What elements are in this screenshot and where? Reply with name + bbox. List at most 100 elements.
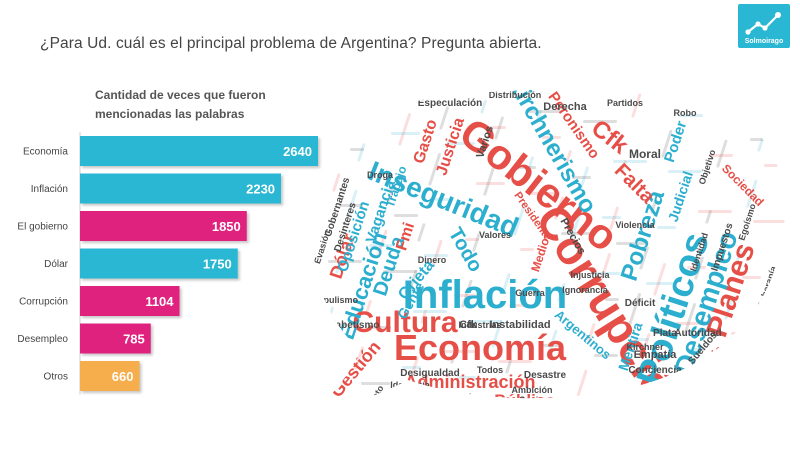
cloud-word: Valores bbox=[479, 230, 511, 240]
cloud-filler bbox=[757, 133, 766, 152]
cloud-word: Economía bbox=[394, 327, 567, 368]
value-label: 1750 bbox=[203, 257, 232, 272]
bar-chart: Economía 2640 Inflación 2230 El gobierno 1850… bbox=[17, 132, 318, 395]
cloud-filler bbox=[420, 310, 427, 324]
cloud-filler bbox=[413, 310, 447, 313]
cloud-filler bbox=[357, 143, 366, 162]
bar-3 bbox=[80, 248, 238, 279]
cloud-filler bbox=[365, 300, 372, 314]
category-label: Corrupción bbox=[19, 297, 68, 308]
cloud-filler bbox=[480, 100, 487, 114]
cloud-filler bbox=[424, 254, 448, 257]
cloud-filler bbox=[583, 120, 617, 123]
cloud-filler bbox=[639, 246, 649, 270]
cloud-word: Autoridad bbox=[674, 328, 721, 339]
cloud-filler bbox=[679, 114, 703, 117]
cloud-filler bbox=[657, 226, 676, 229]
cloud-filler bbox=[409, 356, 419, 380]
cloud-word: Distribución bbox=[489, 90, 542, 100]
cloud-filler bbox=[650, 200, 657, 214]
cloud-filler bbox=[724, 296, 734, 320]
cloud-filler bbox=[339, 204, 363, 207]
cloud-filler bbox=[746, 179, 758, 208]
cloud-filler bbox=[402, 366, 421, 369]
cloud-filler bbox=[320, 108, 334, 111]
cloud-word: Administración bbox=[404, 372, 535, 392]
cloud-word: Leyes bbox=[318, 373, 335, 400]
bar-5 bbox=[80, 323, 151, 354]
trend-chart-icon bbox=[745, 12, 781, 35]
cloud-word: Guerra bbox=[515, 288, 546, 298]
cloud-filler bbox=[772, 316, 785, 319]
cloud-filler bbox=[653, 263, 666, 296]
cloud-filler bbox=[387, 183, 396, 202]
cloud-filler bbox=[546, 329, 558, 358]
cloud-filler bbox=[372, 326, 391, 329]
cloud-filler bbox=[631, 89, 643, 118]
cloud-filler bbox=[735, 250, 742, 264]
cloud-filler bbox=[528, 110, 562, 113]
cloud-filler bbox=[483, 163, 496, 196]
cloud-word: Inflación bbox=[403, 273, 567, 317]
cloud-filler bbox=[620, 160, 627, 174]
cloud-filler bbox=[602, 216, 621, 219]
cloud-filler bbox=[720, 388, 734, 391]
cloud-filler bbox=[324, 306, 334, 330]
value-label: 660 bbox=[112, 369, 134, 384]
value-label: 785 bbox=[123, 332, 145, 347]
cloud-word: Especulación bbox=[418, 98, 482, 109]
cloud-filler bbox=[716, 139, 728, 168]
cloud-filler bbox=[450, 350, 457, 364]
cloud-filler bbox=[550, 288, 564, 291]
cloud-filler bbox=[343, 103, 356, 136]
cloud-filler bbox=[406, 269, 418, 298]
cloud-filler bbox=[335, 260, 342, 274]
cloud-filler bbox=[468, 320, 502, 323]
value-label: 1104 bbox=[145, 294, 174, 309]
cloud-word: Kirchner bbox=[626, 342, 664, 352]
page-title: ¿Para Ud. cuál es el principal problema … bbox=[40, 35, 542, 52]
cloud-filler bbox=[742, 276, 761, 279]
category-label: El gobierno bbox=[17, 222, 68, 233]
cloud-filler bbox=[661, 129, 673, 158]
cloud-word: Poder bbox=[661, 119, 690, 165]
cloud-filler bbox=[576, 369, 588, 398]
cloud-filler bbox=[598, 253, 611, 286]
cloud-word: Robo bbox=[674, 108, 697, 118]
cloud-filler bbox=[727, 93, 736, 112]
cloud-filler bbox=[417, 223, 426, 242]
cloud-filler bbox=[361, 382, 390, 385]
cloud-word: Cultura bbox=[353, 306, 458, 339]
cloud-filler bbox=[587, 323, 596, 342]
cloud-filler bbox=[561, 232, 590, 235]
cloud-word: Socioeconómica bbox=[519, 395, 592, 405]
cloud-filler bbox=[443, 350, 477, 353]
bar-6 bbox=[80, 361, 140, 391]
cloud-word: Empatía bbox=[634, 349, 678, 361]
cloud-filler bbox=[705, 210, 712, 224]
cloud-filler bbox=[457, 376, 476, 379]
brand-logo: Solmoirago bbox=[738, 4, 790, 48]
cloud-word: Evasión bbox=[312, 229, 332, 265]
cloud-word: Cfk bbox=[459, 319, 478, 331]
cloud-word: Desigualdad bbox=[400, 368, 459, 379]
cloud-word: Industrias bbox=[458, 320, 501, 330]
cloud-filler bbox=[753, 220, 785, 223]
cloud-filler bbox=[509, 304, 533, 307]
cloud-filler bbox=[328, 260, 362, 263]
cloud-filler bbox=[369, 244, 393, 247]
bar-4 bbox=[80, 286, 180, 316]
cloud-filler bbox=[605, 298, 619, 301]
category-label: Otros bbox=[44, 372, 68, 383]
cloud-filler bbox=[494, 116, 504, 140]
cloud-filler bbox=[642, 333, 651, 352]
cloud-filler bbox=[672, 373, 681, 392]
cloud-filler bbox=[687, 266, 706, 269]
cloud-filler bbox=[465, 238, 479, 241]
cloud-filler bbox=[591, 272, 620, 275]
cloud-filler bbox=[376, 229, 388, 258]
cloud-filler bbox=[554, 196, 564, 220]
logo-text: Solmoirago bbox=[744, 38, 784, 45]
cloud-filler bbox=[472, 233, 481, 252]
cloud-filler bbox=[476, 182, 505, 185]
